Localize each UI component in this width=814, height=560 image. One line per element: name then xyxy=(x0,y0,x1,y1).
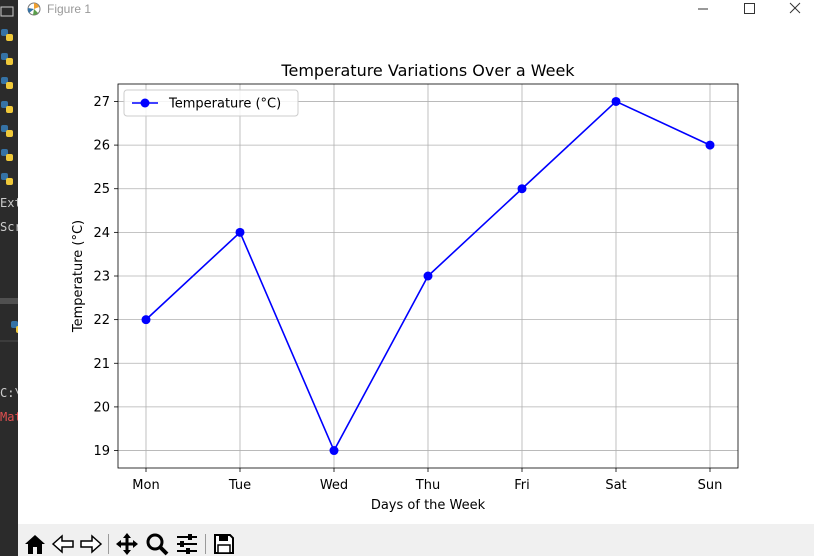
y-tick-label: 20 xyxy=(93,400,110,415)
toolbar-separator xyxy=(205,534,206,554)
python-file-icon xyxy=(1,29,13,41)
x-tick-label: Thu xyxy=(415,478,440,493)
data-point xyxy=(517,184,527,194)
data-point xyxy=(705,140,715,150)
y-tick-label: 21 xyxy=(93,357,110,372)
python-file-icon xyxy=(1,125,13,137)
legend-marker xyxy=(140,98,150,108)
figure-window: Figure 1 Mon Tue Wed Thu Fri Sat Sun 19 20 21 22 23… xyxy=(18,0,814,556)
toolbar-separator xyxy=(108,534,109,554)
background-ide-strip: Ext Scr C:\ Mat xyxy=(0,0,18,556)
x-tick-label: Tue xyxy=(228,478,251,493)
zoom-icon xyxy=(146,533,169,556)
y-tick-label: 26 xyxy=(93,139,110,154)
ide-divider xyxy=(0,298,18,304)
python-file-icon xyxy=(1,149,13,161)
back-button[interactable] xyxy=(51,532,75,556)
x-axis-label: Days of the Week xyxy=(371,498,486,513)
y-tick-label: 27 xyxy=(93,95,110,110)
y-tick-label: 25 xyxy=(93,182,110,197)
ide-text: C:\ xyxy=(0,386,18,400)
title-bar[interactable]: Figure 1 xyxy=(18,0,814,20)
navigation-toolbar xyxy=(18,524,814,556)
plot-canvas[interactable]: Mon Tue Wed Thu Fri Sat Sun 19 20 21 22 23 24 25 26 27 T… xyxy=(18,20,814,524)
y-tick-label: 23 xyxy=(93,270,110,285)
minimize-icon xyxy=(698,8,708,10)
python-file-icon xyxy=(1,77,13,89)
x-tick-label: Sun xyxy=(698,478,723,493)
maximize-icon xyxy=(744,3,755,14)
python-file-icon xyxy=(11,321,18,333)
minimize-button[interactable] xyxy=(688,0,718,18)
home-button[interactable] xyxy=(23,532,47,556)
close-icon xyxy=(789,2,801,14)
y-tick-label: 24 xyxy=(93,226,110,241)
data-point xyxy=(329,446,339,456)
line-chart: Mon Tue Wed Thu Fri Sat Sun 19 20 21 22 23 24 25 26 27 T… xyxy=(71,61,739,513)
maximize-button[interactable] xyxy=(734,0,764,18)
folder-icon xyxy=(0,6,14,17)
save-button[interactable] xyxy=(212,532,236,556)
legend-box xyxy=(123,89,299,117)
ide-text: Scr xyxy=(0,220,18,234)
back-icon xyxy=(51,534,74,554)
forward-button[interactable] xyxy=(79,532,103,556)
home-icon xyxy=(25,535,45,554)
configure-subplots-icon xyxy=(177,534,197,554)
data-point xyxy=(423,271,433,281)
configure-subplots-button[interactable] xyxy=(175,532,199,556)
x-tick-label: Fri xyxy=(514,478,530,493)
ide-text: Ext xyxy=(0,196,18,210)
ide-error-text: Mat xyxy=(0,410,18,424)
window-title: Figure 1 xyxy=(47,2,92,16)
pan-icon xyxy=(116,533,138,555)
chart-title: Temperature Variations Over a Week xyxy=(280,61,575,80)
x-tick-label: Wed xyxy=(320,478,348,493)
forward-icon xyxy=(80,534,103,554)
pan-button[interactable] xyxy=(115,532,139,556)
save-icon xyxy=(214,534,234,554)
data-point xyxy=(235,227,245,237)
matplotlib-logo-icon xyxy=(27,2,41,16)
python-file-icon xyxy=(1,173,13,185)
close-button[interactable] xyxy=(780,0,810,18)
data-point xyxy=(611,96,621,106)
y-tick-label: 19 xyxy=(93,444,110,459)
y-tick-label: 22 xyxy=(93,313,110,328)
ide-divider xyxy=(0,340,18,342)
zoom-button[interactable] xyxy=(145,532,169,556)
legend-label: Temperature (°C) xyxy=(168,97,281,112)
python-file-icon xyxy=(1,53,13,65)
x-tick-label: Mon xyxy=(132,478,159,493)
python-file-icon xyxy=(1,101,13,113)
data-point xyxy=(141,315,151,325)
x-tick-label: Sat xyxy=(605,478,626,493)
y-axis-label: Temperature (°C) xyxy=(71,220,86,333)
